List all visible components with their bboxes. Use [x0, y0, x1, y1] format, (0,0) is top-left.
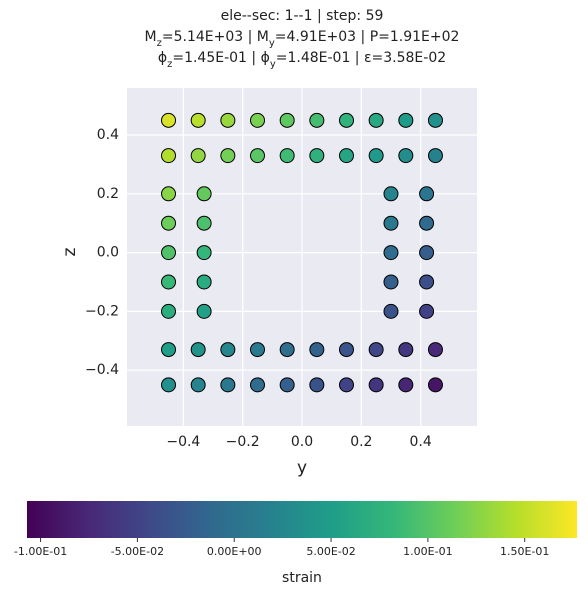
- title-part: M: [145, 29, 157, 45]
- y-tick-label: 0.4: [97, 127, 119, 143]
- fiber-point: [398, 148, 414, 164]
- fiber-point: [398, 377, 414, 393]
- title-part: y: [270, 59, 276, 70]
- fiber-point: [383, 274, 399, 290]
- fiber-point: [250, 112, 266, 128]
- colorbar-tick-label: 5.00E-02: [306, 545, 355, 558]
- fiber-point: [338, 148, 354, 164]
- fiber-point: [279, 148, 295, 164]
- colorbar-tick-label: 0.00E+00: [207, 545, 262, 558]
- x-axis-label: y: [297, 458, 307, 478]
- fiber-point: [309, 377, 325, 393]
- y-axis-label: z: [60, 247, 80, 256]
- colorbar-tick-label: -5.00E-02: [111, 545, 164, 558]
- fiber-point: [419, 303, 435, 319]
- title-part: =5.14E+03 | M: [162, 29, 269, 45]
- fiber-point: [190, 342, 206, 358]
- fiber-point: [383, 186, 399, 202]
- fiber-point: [279, 377, 295, 393]
- fiber-point: [161, 303, 177, 319]
- fiber-point: [419, 274, 435, 290]
- colorbar-label: strain: [282, 570, 322, 586]
- fiber-point: [427, 112, 443, 128]
- colorbar-tick-label: 1.50E-01: [500, 545, 549, 558]
- fiber-point: [220, 377, 236, 393]
- x-tick-label: −0.4: [166, 434, 200, 450]
- fiber-point: [419, 186, 435, 202]
- fiber-point: [161, 377, 177, 393]
- fiber-point: [196, 274, 212, 290]
- fiber-point: [190, 112, 206, 128]
- fiber-point: [338, 342, 354, 358]
- fiber-point: [279, 342, 295, 358]
- fiber-point: [250, 148, 266, 164]
- fiber-point: [338, 377, 354, 393]
- fiber-point: [161, 245, 177, 261]
- y-tick-label: 0.2: [97, 186, 119, 202]
- title-part: z: [167, 59, 172, 70]
- fiber-point: [427, 148, 443, 164]
- fiber-point: [161, 186, 177, 202]
- fiber-point: [161, 215, 177, 231]
- fiber-point: [419, 245, 435, 261]
- fiber-point: [220, 342, 236, 358]
- y-tick-label: −0.4: [85, 362, 119, 378]
- fiber-point: [427, 342, 443, 358]
- y-tick-label: 0.0: [97, 245, 119, 261]
- fiber-point: [250, 342, 266, 358]
- fiber-point: [309, 148, 325, 164]
- fiber-point: [383, 215, 399, 231]
- chart-title: ϕz=1.45E-01 | ϕy=1.48E-01 | ε=3.58E-02: [158, 50, 446, 70]
- title-part: =1.48E-01 | ε=3.58E-02: [276, 50, 446, 66]
- fiber-point: [368, 342, 384, 358]
- title-part: =4.91E+03 | P=1.91E+02: [275, 29, 460, 45]
- fiber-point: [383, 245, 399, 261]
- fiber-point: [161, 112, 177, 128]
- fiber-point: [190, 148, 206, 164]
- fiber-point: [368, 148, 384, 164]
- fiber-point: [220, 148, 236, 164]
- fiber-point: [196, 186, 212, 202]
- fiber-point: [309, 342, 325, 358]
- fiber-point: [309, 112, 325, 128]
- colorbar-tick-label: 1.00E-01: [403, 545, 452, 558]
- chart-title: ele--sec: 1--1 | step: 59: [221, 8, 384, 24]
- chart-title: Mz=5.14E+03 | My=4.91E+03 | P=1.91E+02: [145, 29, 460, 49]
- fiber-point: [279, 112, 295, 128]
- colorbar: [27, 501, 577, 538]
- title-part: ϕ: [158, 50, 167, 66]
- fiber-point: [398, 112, 414, 128]
- fiber-point: [161, 148, 177, 164]
- fiber-point: [220, 112, 236, 128]
- title-part: y: [269, 38, 275, 49]
- fiber-point: [338, 112, 354, 128]
- y-tick-label: −0.2: [85, 303, 119, 319]
- x-tick-label: 0.2: [350, 434, 372, 450]
- title-part: z: [157, 38, 162, 49]
- x-tick-label: 0.4: [410, 434, 432, 450]
- fiber-point: [398, 342, 414, 358]
- x-tick-label: 0.0: [291, 434, 313, 450]
- fiber-point: [250, 377, 266, 393]
- fiber-point: [161, 274, 177, 290]
- fiber-point: [368, 112, 384, 128]
- x-tick-label: −0.2: [226, 434, 260, 450]
- fiber-point: [419, 215, 435, 231]
- fiber-point: [190, 377, 206, 393]
- fiber-point: [196, 215, 212, 231]
- title-part: =1.45E-01 | ϕ: [172, 50, 269, 66]
- fiber-point: [427, 377, 443, 393]
- fiber-point: [196, 303, 212, 319]
- fiber-point: [368, 377, 384, 393]
- fiber-point: [161, 342, 177, 358]
- fiber-point: [383, 303, 399, 319]
- fiber-point: [196, 245, 212, 261]
- colorbar-tick-label: -1.00E-01: [14, 545, 67, 558]
